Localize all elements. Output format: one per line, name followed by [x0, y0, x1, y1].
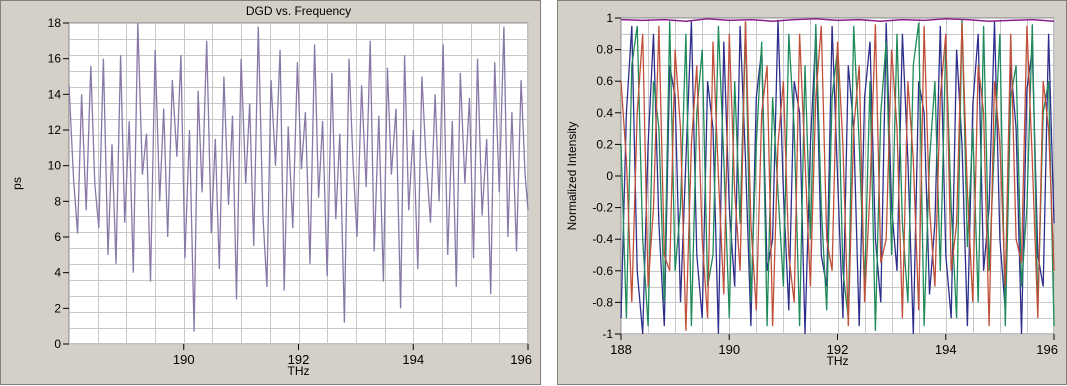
chart-title: DGD vs. Frequency	[246, 4, 351, 18]
series-line-0	[68, 22, 529, 332]
x-tick-label: 190	[718, 342, 740, 357]
y-tick-label: 6	[54, 230, 61, 244]
series-line-0	[620, 19, 1055, 335]
y-tick-label: 0	[54, 337, 61, 351]
y-axis-label: Normalized Intensity	[565, 122, 579, 231]
x-tick-label: 194	[402, 352, 424, 367]
x-tick-label: 196	[1036, 342, 1058, 357]
dgd-chart: DGD vs. Frequency 0 2 4 6 8 10 12 14 16 18 190 192 19…	[10, 3, 532, 378]
y-tick-label: 16	[48, 52, 62, 66]
x-axis-label: THz	[288, 364, 310, 378]
y-tick-label: 14	[48, 87, 62, 101]
x-tick-label: 194	[935, 342, 957, 357]
x-tick-label: 196	[510, 352, 532, 367]
y-tick-label: -0.4	[592, 232, 613, 246]
grid	[69, 23, 529, 345]
y-tick-label: 0.8	[596, 43, 613, 57]
x-tick-label: 190	[173, 352, 195, 367]
x-tick-label: 188	[610, 342, 632, 357]
dgd-chart-panel: DGD vs. Frequency 0 2 4 6 8 10 12 14 16 18 190 192 19…	[0, 0, 541, 385]
y-axis-label: ps	[10, 177, 24, 190]
x-tick-label: 192	[288, 352, 310, 367]
series-line-2	[620, 21, 1055, 331]
y-tick-label: 1	[606, 11, 613, 25]
y-tick-label: 0	[606, 169, 613, 183]
y-tick-label: 2	[54, 301, 61, 315]
series-line-3	[620, 18, 1055, 22]
y-tick-label: 12	[48, 123, 62, 137]
intensity-chart-panel: -1 -0.8 -0.6 -0.4 -0.2 0 0.2 0.4 0.6 0.8 1 188 190 19…	[557, 0, 1067, 385]
y-tick-label: 10	[48, 159, 62, 173]
y-tick-label: -0.8	[592, 295, 613, 309]
y-tick-label: -1	[602, 327, 613, 341]
x-tick-label: 192	[827, 342, 849, 357]
y-tick-label: 18	[48, 16, 62, 30]
chart-title-bar	[69, 3, 528, 19]
y-tick-label: 0.2	[596, 137, 613, 151]
y-tick-label: -0.2	[592, 201, 613, 215]
x-axis-label: THz	[827, 354, 849, 368]
y-tick-label: 0.4	[596, 106, 613, 120]
y-tick-label: 4	[54, 266, 61, 280]
y-tick-label: 8	[54, 194, 61, 208]
y-tick-label: 0.6	[596, 74, 613, 88]
intensity-chart: -1 -0.8 -0.6 -0.4 -0.2 0 0.2 0.4 0.6 0.8 1 188 190 19…	[565, 11, 1058, 368]
y-tick-label: -0.6	[592, 264, 613, 278]
